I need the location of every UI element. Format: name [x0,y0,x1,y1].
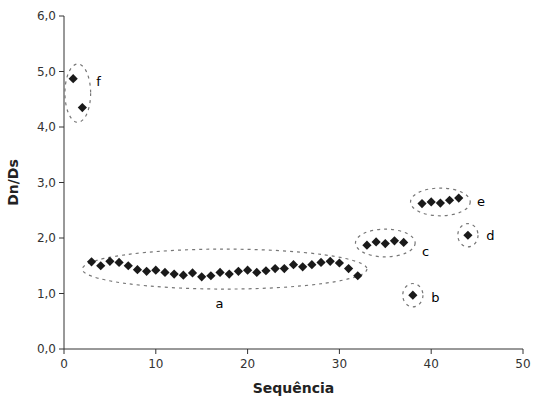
point [170,269,179,278]
point [390,236,399,245]
point [252,268,261,277]
y-tick [59,71,64,72]
group-ellipse [403,284,423,307]
point [381,239,390,248]
y-tick [59,16,64,17]
y-tick [59,238,64,239]
x-tick [64,349,65,354]
y-tick-label: 0,0 [37,342,56,356]
y-tick [59,293,64,294]
group-label: b [431,290,439,305]
y-tick-label: 5,0 [37,65,56,79]
point [408,291,417,300]
point [234,267,243,276]
y-tick-label: 4,0 [37,120,56,134]
x-tick-label: 10 [148,357,163,371]
point [353,271,362,280]
x-tick-label: 20 [240,357,255,371]
point [105,257,114,266]
point [316,258,325,267]
group-ellipse [458,224,478,247]
x-axis-line [64,349,523,350]
group-label: f [96,74,101,89]
group-ellipse [411,188,471,216]
point [179,271,188,280]
y-tick-label: 2,0 [37,231,56,245]
point [197,272,206,281]
point [87,257,96,266]
point [225,269,234,278]
chart: 0 10 20 30 40 50 0,0 1,0 2,0 3,0 4,0 5,0 6,0 Sequênci… [0,0,541,407]
y-axis-label: Dn/Ds [5,159,21,206]
point [188,268,197,277]
y-tick [59,349,64,350]
point [289,260,298,269]
y-tick [59,127,64,128]
plot-area [65,64,478,307]
annotation-labels: f a c b e d [96,74,494,311]
point [280,264,289,273]
point [298,262,307,271]
x-axis-label: Sequência [253,380,335,396]
y-tick [59,182,64,183]
point [307,260,316,269]
x-tick-label: 0 [60,357,68,371]
series [69,74,473,300]
x-tick [523,349,524,354]
point [78,103,87,112]
x-tick [155,349,156,354]
point [463,231,472,240]
y-tick-label: 6,0 [37,9,56,23]
point [114,258,123,267]
x-tick-label: 50 [515,357,530,371]
point [243,266,252,275]
x-tick [431,349,432,354]
group-label: e [477,194,485,209]
point [160,268,169,277]
point [454,193,463,202]
x-tick [247,349,248,354]
point [151,266,160,275]
x-tick [339,349,340,354]
point [335,258,344,267]
point [344,264,353,273]
point [427,197,436,206]
group-label: a [215,296,223,311]
group-ellipse [355,229,415,257]
point [445,196,454,205]
x-tick-label: 30 [332,357,347,371]
group-label: d [486,228,494,243]
x-tick-label: 40 [424,357,439,371]
point [133,265,142,274]
group-ellipse [82,249,367,289]
point [399,238,408,247]
point [96,261,105,270]
y-tick-label: 1,0 [37,287,56,301]
axes: 0 10 20 30 40 50 0,0 1,0 2,0 3,0 4,0 5,0 6,0 [37,9,531,371]
point [124,261,133,270]
point [372,237,381,246]
group-ellipse [65,64,91,122]
point [261,266,270,275]
point [206,271,215,280]
y-tick-label: 3,0 [37,176,56,190]
point [436,198,445,207]
point [271,264,280,273]
point [142,267,151,276]
group-label: c [422,244,429,259]
point [69,74,78,83]
point [326,257,335,266]
point [362,241,371,250]
point [417,199,426,208]
point [215,268,224,277]
